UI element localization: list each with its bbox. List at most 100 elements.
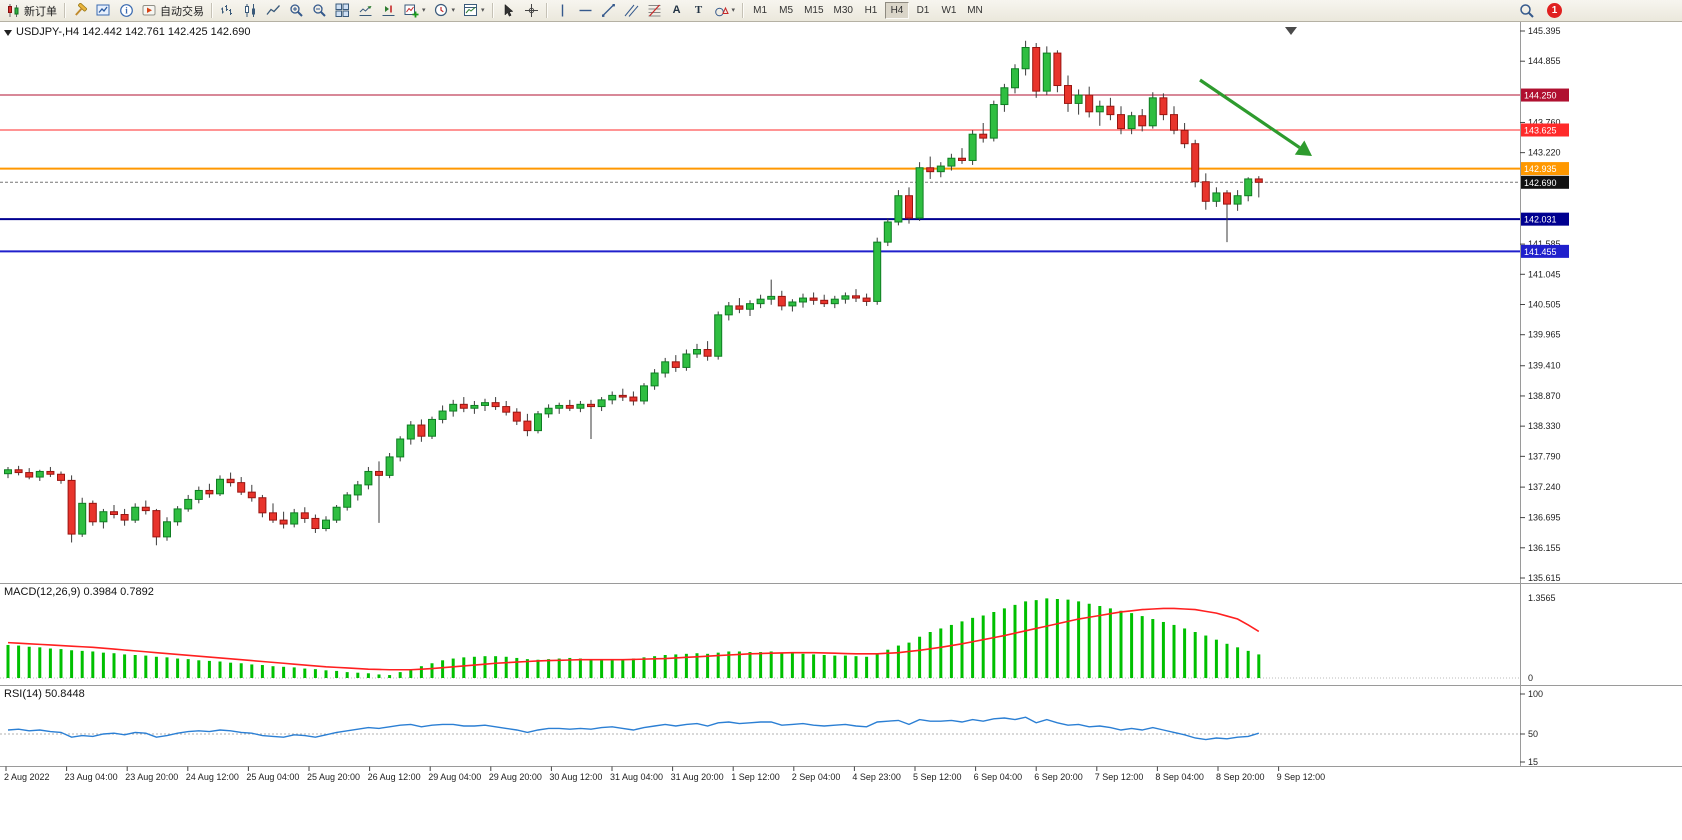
svg-text:0: 0: [1528, 673, 1533, 683]
timeframe-group: M1 M5 M15 M30 H1 H4 D1 W1 MN: [747, 2, 988, 19]
svg-text:1.3565: 1.3565: [1528, 593, 1556, 603]
search-button[interactable]: [1515, 1, 1539, 21]
trendline-icon: [601, 4, 615, 17]
fibonacci-button[interactable]: [643, 1, 666, 21]
line-chart-icon: [266, 5, 280, 15]
svg-text:136.155: 136.155: [1528, 543, 1561, 553]
chart-shift-icon: [382, 5, 395, 16]
svg-text:145.395: 145.395: [1528, 26, 1561, 36]
toolbar-separator: [211, 3, 213, 18]
svg-text:25 Aug 04:00: 25 Aug 04:00: [246, 772, 299, 782]
tab-timeframe-d1[interactable]: D1: [911, 2, 935, 19]
zoom-in-icon: [290, 4, 303, 17]
crosshair-tool-button[interactable]: [520, 1, 543, 21]
candlestick-chart-button[interactable]: [239, 1, 262, 21]
line-chart-button[interactable]: [262, 1, 285, 21]
horizontal-line-button[interactable]: [574, 1, 597, 21]
toolbar-separator: [545, 3, 548, 18]
svg-text:143.760: 143.760: [1528, 117, 1561, 127]
tab-timeframe-m15[interactable]: M15: [800, 2, 827, 19]
accounts-button[interactable]: [92, 1, 115, 21]
zoom-in-button[interactable]: [285, 1, 308, 21]
svg-text:4 Sep 23:00: 4 Sep 23:00: [852, 772, 901, 782]
info-button[interactable]: i: [115, 1, 138, 21]
svg-text:137.790: 137.790: [1528, 451, 1561, 461]
fibonacci-icon: [648, 4, 661, 17]
tab-timeframe-mn[interactable]: MN: [963, 2, 987, 19]
svg-text:9 Sep 12:00: 9 Sep 12:00: [1277, 772, 1326, 782]
svg-text:143.220: 143.220: [1528, 148, 1561, 158]
auto-scroll-icon: [359, 6, 372, 16]
tab-timeframe-m1[interactable]: M1: [748, 2, 772, 19]
chart-shift-button[interactable]: [377, 1, 400, 21]
tab-timeframe-h1[interactable]: H1: [859, 2, 883, 19]
tab-timeframe-h4[interactable]: H4: [884, 2, 909, 19]
horizontal-price-lines: [0, 94, 1520, 253]
svg-text:15: 15: [1528, 757, 1538, 767]
svg-text:144.855: 144.855: [1528, 56, 1561, 66]
tab-timeframe-m30[interactable]: M30: [830, 2, 857, 19]
svg-text:31 Aug 20:00: 31 Aug 20:00: [671, 772, 724, 782]
svg-text:138.330: 138.330: [1528, 421, 1561, 431]
svg-text:144.250: 144.250: [1524, 91, 1557, 101]
svg-text:6 Sep 20:00: 6 Sep 20:00: [1034, 772, 1083, 782]
indicators-button[interactable]: ▾: [400, 1, 430, 21]
zoom-out-icon: [313, 4, 326, 17]
shapes-button[interactable]: ▾: [710, 1, 740, 21]
trend-arrow-annotation: [1199, 78, 1301, 149]
svg-text:8 Sep 04:00: 8 Sep 04:00: [1155, 772, 1204, 782]
svg-text:50: 50: [1528, 729, 1538, 739]
crosshair-icon: [524, 4, 538, 17]
macd-indicator-label: MACD(12,26,9) 0.3984 0.7892: [4, 586, 154, 598]
svg-text:139.410: 139.410: [1528, 361, 1561, 371]
auto-trading-button[interactable]: 自动交易: [138, 1, 208, 21]
bars-chart-button[interactable]: [216, 1, 239, 21]
svg-text:141.585: 141.585: [1528, 239, 1561, 249]
tab-timeframe-m5[interactable]: M5: [774, 2, 798, 19]
tools-button[interactable]: [69, 1, 92, 21]
svg-text:23 Aug 20:00: 23 Aug 20:00: [125, 772, 178, 782]
candlesticks: [4, 40, 1263, 546]
channel-icon: [624, 4, 638, 17]
trend-arrow-head: [1294, 140, 1312, 156]
svg-text:100: 100: [1528, 689, 1543, 699]
cursor-icon: [504, 3, 513, 17]
svg-text:2 Aug 2022: 2 Aug 2022: [4, 772, 50, 782]
info-icon: i: [120, 4, 133, 17]
text-a-icon: A: [672, 4, 681, 16]
tab-timeframe-w1[interactable]: W1: [937, 2, 961, 19]
vertical-line-button[interactable]: [551, 1, 574, 21]
svg-text:29 Aug 20:00: 29 Aug 20:00: [489, 772, 542, 782]
hammer-icon: [75, 3, 88, 16]
clock-icon: [434, 3, 447, 17]
svg-text:135.615: 135.615: [1528, 573, 1561, 583]
zoom-out-button[interactable]: [308, 1, 331, 21]
notification-badge[interactable]: 1: [1547, 3, 1562, 18]
svg-text:137.240: 137.240: [1528, 482, 1561, 492]
text-label-button[interactable]: T: [688, 1, 710, 21]
trendline-button[interactable]: [597, 1, 620, 21]
text-tool-button[interactable]: A: [666, 1, 688, 21]
svg-text:140.505: 140.505: [1528, 299, 1561, 309]
templates-button[interactable]: ▾: [459, 1, 489, 21]
symbol-ohlc-label: USDJPY-,H4 142.442 142.761 142.425 142.6…: [16, 26, 251, 38]
auto-trading-label: 自动交易: [160, 5, 204, 18]
svg-text:142.690: 142.690: [1524, 178, 1557, 188]
cursor-tool-button[interactable]: [497, 1, 520, 21]
svg-text:31 Aug 04:00: 31 Aug 04:00: [610, 772, 663, 782]
search-icon: [1520, 3, 1534, 18]
quick-trade-toggle-icon[interactable]: [4, 30, 12, 36]
chevron-down-icon: ▾: [451, 7, 456, 14]
periods-button[interactable]: ▾: [430, 1, 460, 21]
channel-button[interactable]: [620, 1, 643, 21]
auto-scroll-button[interactable]: [354, 1, 377, 21]
toolbar: 新订单 i 自动交易 ▾ ▾ ▾ A T ▾ M1 M5 M15 M30 H1 H4 D1 W…: [0, 0, 1682, 22]
new-order-button[interactable]: 新订单: [2, 1, 61, 21]
svg-text:142.031: 142.031: [1524, 215, 1557, 225]
candlestick-chart-icon: [245, 4, 255, 17]
add-indicator-icon: [404, 4, 419, 18]
text-t-icon: T: [694, 4, 703, 16]
tile-windows-button[interactable]: [331, 1, 354, 21]
new-order-label: 新订单: [24, 5, 57, 18]
